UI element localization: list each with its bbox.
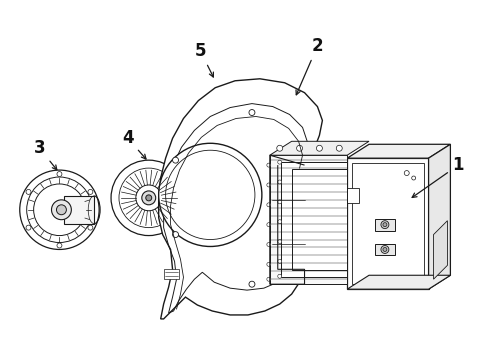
Circle shape — [383, 223, 387, 227]
Polygon shape — [375, 219, 395, 231]
Circle shape — [56, 205, 66, 215]
Polygon shape — [434, 221, 447, 279]
Polygon shape — [159, 79, 322, 319]
Polygon shape — [270, 155, 347, 284]
Circle shape — [278, 220, 282, 224]
Circle shape — [249, 281, 255, 287]
Circle shape — [57, 172, 62, 176]
Circle shape — [172, 157, 178, 163]
Polygon shape — [281, 162, 347, 277]
Circle shape — [146, 195, 152, 201]
Circle shape — [88, 225, 93, 230]
Circle shape — [267, 163, 271, 167]
Circle shape — [383, 247, 387, 251]
Circle shape — [26, 225, 31, 230]
Circle shape — [111, 160, 187, 235]
Polygon shape — [375, 243, 395, 255]
Polygon shape — [164, 269, 178, 279]
Circle shape — [51, 200, 72, 220]
Circle shape — [159, 143, 262, 247]
Circle shape — [278, 239, 282, 243]
Circle shape — [336, 145, 342, 151]
Circle shape — [278, 260, 282, 264]
Text: 5: 5 — [195, 42, 213, 77]
Circle shape — [142, 191, 156, 205]
Circle shape — [267, 203, 271, 207]
Polygon shape — [347, 275, 450, 289]
Circle shape — [136, 185, 162, 211]
Circle shape — [172, 231, 178, 238]
Polygon shape — [429, 144, 450, 289]
Circle shape — [57, 243, 62, 248]
Polygon shape — [270, 141, 369, 155]
Circle shape — [317, 145, 322, 151]
Circle shape — [88, 189, 93, 194]
Circle shape — [267, 243, 271, 247]
Circle shape — [26, 177, 92, 243]
Circle shape — [267, 183, 271, 187]
Circle shape — [267, 277, 271, 281]
Text: 4: 4 — [122, 129, 146, 159]
Circle shape — [34, 184, 85, 235]
Circle shape — [278, 274, 282, 278]
Circle shape — [278, 160, 282, 164]
Circle shape — [278, 180, 282, 184]
Circle shape — [20, 170, 99, 249]
Circle shape — [249, 109, 255, 116]
Polygon shape — [345, 188, 359, 203]
Circle shape — [404, 171, 409, 176]
Polygon shape — [292, 169, 347, 270]
Polygon shape — [64, 196, 94, 224]
Text: 2: 2 — [296, 37, 323, 95]
Text: 3: 3 — [34, 139, 57, 170]
Circle shape — [381, 221, 389, 229]
Circle shape — [381, 246, 389, 253]
Circle shape — [296, 145, 302, 151]
Polygon shape — [347, 144, 450, 158]
Circle shape — [267, 223, 271, 227]
Circle shape — [26, 189, 31, 194]
Text: 1: 1 — [412, 156, 464, 197]
Circle shape — [267, 262, 271, 266]
Polygon shape — [347, 158, 429, 289]
Circle shape — [277, 145, 283, 151]
Circle shape — [412, 176, 416, 180]
Circle shape — [278, 200, 282, 204]
Circle shape — [119, 168, 178, 228]
